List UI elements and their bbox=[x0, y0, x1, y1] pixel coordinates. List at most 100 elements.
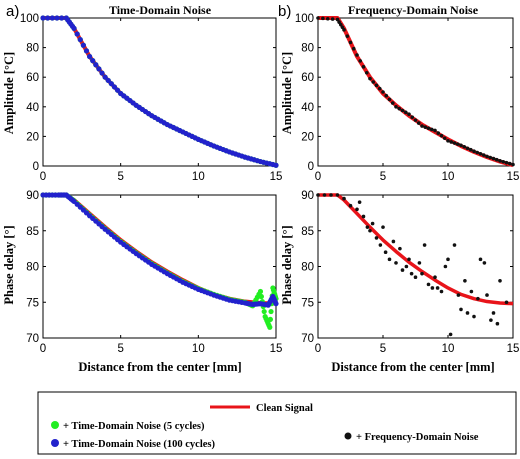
data-point-frequency-domain-noise bbox=[469, 289, 474, 294]
data-point-frequency-domain-noise bbox=[498, 279, 502, 283]
data-point-time-domain-noise-100-cycles bbox=[114, 87, 121, 93]
data-point-frequency-domain-noise bbox=[371, 80, 376, 84]
y-tick-label: 60 bbox=[26, 72, 39, 84]
data-point-frequency-domain-noise bbox=[409, 271, 414, 276]
x-tick-label: 0 bbox=[40, 343, 46, 355]
legend: Clean Signal + Time-Domain Noise (5 cycl… bbox=[37, 391, 517, 455]
data-point-frequency-domain-noise bbox=[465, 311, 470, 315]
data-point-frequency-domain-noise bbox=[335, 17, 340, 22]
data-point-frequency-domain-noise bbox=[394, 261, 398, 265]
data-point-frequency-domain-noise bbox=[370, 221, 375, 226]
data-point-time-domain-noise-100-cycles bbox=[74, 31, 80, 37]
panel-b-title: Frequency-Domain Noise bbox=[348, 3, 479, 17]
data-point-time-domain-noise-100-cycles bbox=[108, 81, 114, 87]
data-point-frequency-domain-noise bbox=[368, 76, 372, 81]
panel-letter-a: a) bbox=[6, 3, 19, 20]
data-point-time-domain-noise-5-cycles bbox=[261, 308, 267, 315]
data-point-frequency-domain-noise bbox=[420, 124, 424, 128]
data-point-frequency-domain-noise bbox=[387, 97, 392, 102]
y-tick-label: 75 bbox=[26, 297, 39, 309]
x-tick-label: 10 bbox=[192, 171, 205, 183]
x-tick-label: 15 bbox=[270, 343, 283, 355]
xlabel-distance-b: Distance from the center [mm] bbox=[331, 360, 494, 374]
data-point-frequency-domain-noise bbox=[330, 17, 335, 21]
data-point-time-domain-noise-100-cycles bbox=[90, 58, 96, 64]
data-point-frequency-domain-noise bbox=[446, 139, 450, 143]
x-tick-label: 0 bbox=[40, 171, 46, 183]
panel-a-title: Time-Domain Noise bbox=[109, 3, 212, 17]
data-point-time-domain-noise-5-cycles bbox=[267, 324, 273, 330]
x-tick-label: 10 bbox=[192, 343, 205, 355]
data-point-frequency-domain-noise bbox=[507, 161, 512, 166]
panel-letter-b: b) bbox=[278, 3, 291, 20]
data-point-frequency-domain-noise bbox=[351, 46, 356, 51]
legend-td100-marker bbox=[51, 439, 59, 447]
data-point-frequency-domain-noise bbox=[407, 112, 411, 116]
data-point-frequency-domain-noise bbox=[448, 332, 453, 337]
data-point-frequency-domain-noise bbox=[383, 250, 388, 254]
data-point-frequency-domain-noise bbox=[337, 20, 341, 24]
data-point-frequency-domain-noise bbox=[435, 286, 440, 290]
data-point-frequency-domain-noise bbox=[417, 261, 422, 265]
data-point-frequency-domain-noise bbox=[478, 151, 483, 156]
x-tick-label: 15 bbox=[507, 343, 520, 355]
data-point-frequency-domain-noise bbox=[338, 22, 343, 27]
data-point-time-domain-noise-100-cycles bbox=[54, 15, 60, 21]
data-point-frequency-domain-noise bbox=[452, 243, 457, 247]
data-point-frequency-domain-noise bbox=[365, 225, 370, 229]
data-point-frequency-domain-noise bbox=[423, 125, 428, 129]
x-tick-label: 0 bbox=[315, 343, 321, 355]
data-point-frequency-domain-noise bbox=[422, 243, 427, 247]
data-point-frequency-domain-noise bbox=[404, 264, 409, 269]
data-point-time-domain-noise-100-cycles bbox=[93, 62, 99, 68]
data-point-frequency-domain-noise bbox=[410, 115, 415, 119]
data-point-frequency-domain-noise bbox=[498, 159, 502, 163]
data-point-time-domain-noise-100-cycles bbox=[273, 162, 279, 168]
data-point-frequency-domain-noise bbox=[407, 257, 411, 262]
data-point-frequency-domain-noise bbox=[394, 105, 398, 109]
data-point-frequency-domain-noise bbox=[340, 25, 345, 30]
data-point-frequency-domain-noise bbox=[465, 146, 470, 151]
data-point-frequency-domain-noise bbox=[400, 268, 405, 272]
data-point-frequency-domain-noise bbox=[455, 142, 460, 146]
y-tick-label: 0 bbox=[308, 161, 314, 173]
plot-frame bbox=[317, 17, 514, 167]
x-tick-label: 15 bbox=[270, 171, 283, 183]
data-point-frequency-domain-noise bbox=[456, 293, 461, 297]
data-point-frequency-domain-noise bbox=[358, 59, 363, 63]
x-tick-label: 5 bbox=[117, 343, 123, 355]
data-point-time-domain-noise-100-cycles bbox=[83, 48, 90, 54]
data-point-frequency-domain-noise bbox=[397, 106, 402, 111]
data-point-frequency-domain-noise bbox=[316, 16, 320, 20]
data-point-frequency-domain-noise bbox=[488, 155, 493, 160]
data-point-time-domain-noise-100-cycles bbox=[96, 66, 102, 72]
data-point-time-domain-noise-100-cycles bbox=[102, 74, 108, 80]
data-point-frequency-domain-noise bbox=[357, 200, 362, 204]
data-point-frequency-domain-noise bbox=[368, 228, 372, 233]
x-tick-label: 10 bbox=[442, 171, 455, 183]
data-point-frequency-domain-noise bbox=[459, 143, 463, 148]
y-tick-label: 90 bbox=[301, 190, 314, 202]
data-point-time-domain-noise-100-cycles bbox=[99, 70, 105, 76]
data-point-frequency-domain-noise bbox=[321, 16, 325, 21]
data-point-time-domain-noise-100-cycles bbox=[105, 77, 111, 84]
data-point-frequency-domain-noise bbox=[481, 153, 486, 157]
y-tick-label: 40 bbox=[301, 102, 314, 114]
legend-fd-label: + Frequency-Domain Noise bbox=[356, 432, 479, 443]
data-point-frequency-domain-noise bbox=[475, 150, 480, 155]
plot-phase-frequency-domain: 0 5 10 15 70 75 80 85 90 bbox=[301, 190, 519, 355]
data-point-frequency-domain-noise bbox=[377, 86, 382, 91]
x-tick-label: 5 bbox=[380, 171, 386, 183]
y-tick-label: 90 bbox=[26, 190, 39, 202]
data-point-frequency-domain-noise bbox=[485, 293, 489, 297]
data-point-frequency-domain-noise bbox=[413, 118, 418, 122]
data-point-frequency-domain-noise bbox=[348, 203, 353, 208]
data-point-frequency-domain-noise bbox=[446, 257, 450, 262]
y-tick-label: 100 bbox=[295, 13, 314, 25]
data-point-frequency-domain-noise bbox=[468, 147, 473, 152]
x-tick-label: 0 bbox=[315, 171, 321, 183]
data-point-frequency-domain-noise bbox=[449, 140, 454, 144]
data-point-frequency-domain-noise bbox=[400, 108, 405, 113]
data-point-frequency-domain-noise bbox=[439, 133, 444, 138]
data-point-frequency-domain-noise bbox=[478, 257, 483, 262]
